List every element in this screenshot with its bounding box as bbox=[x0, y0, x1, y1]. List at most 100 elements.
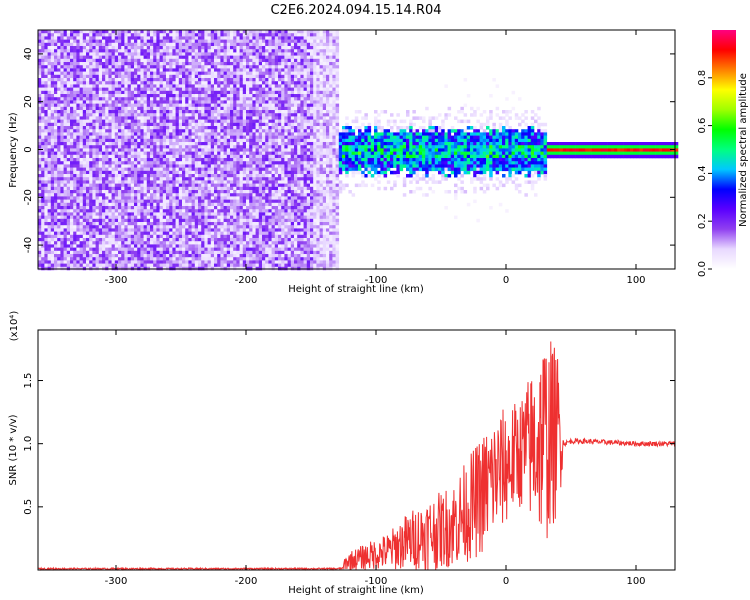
spectrogram-cell bbox=[207, 222, 212, 226]
spectrogram-cell bbox=[156, 36, 160, 40]
spectrogram-cell bbox=[92, 228, 96, 232]
spectrogram-cell bbox=[79, 36, 84, 40]
spectrogram-cell bbox=[105, 170, 109, 175]
spectrogram-cell bbox=[60, 161, 64, 165]
spectrogram-cell bbox=[95, 260, 100, 264]
spectrogram-cell bbox=[70, 122, 74, 127]
spectrogram-cell bbox=[226, 46, 231, 50]
spectrogram-cell bbox=[102, 183, 106, 188]
spectrogram-cell bbox=[137, 58, 141, 63]
spectrogram-cell bbox=[242, 151, 247, 156]
spectrogram-cell bbox=[38, 250, 42, 255]
spectrogram-cell bbox=[50, 58, 55, 63]
spectrogram-cell bbox=[118, 135, 122, 140]
spectrogram-cell bbox=[108, 52, 112, 56]
spectrogram-cell bbox=[169, 154, 173, 159]
spectrogram-cell bbox=[217, 222, 221, 226]
spectrogram-cell bbox=[57, 122, 61, 127]
spectrogram-cell bbox=[239, 228, 244, 232]
spectrogram-cell bbox=[182, 142, 186, 146]
spectrogram-cell bbox=[194, 106, 199, 111]
spectrogram-cell bbox=[198, 241, 202, 245]
spectrogram-cell bbox=[92, 97, 96, 101]
spectrogram-cell bbox=[169, 39, 173, 44]
spectrogram-cell bbox=[242, 250, 247, 255]
spectrogram-cell bbox=[140, 225, 144, 229]
spectrogram-cell bbox=[70, 154, 74, 159]
spectrogram-cell bbox=[146, 196, 151, 200]
spectrogram-cell bbox=[82, 58, 87, 63]
spectrogram-cell bbox=[198, 62, 202, 66]
spectrogram-cell bbox=[140, 135, 144, 140]
spectrogram-cell bbox=[178, 199, 183, 204]
spectrogram-cell bbox=[66, 186, 71, 191]
spectrogram-cell bbox=[73, 39, 77, 44]
spectrogram-cell bbox=[70, 113, 74, 117]
spectrogram-cell bbox=[249, 58, 253, 63]
spectrogram-cell bbox=[73, 33, 77, 37]
spectrogram-cell bbox=[130, 132, 135, 136]
spectrogram-cell bbox=[73, 84, 77, 88]
spectrogram-cell bbox=[124, 183, 128, 188]
spectrogram-cell bbox=[50, 103, 55, 108]
spectrogram-cell bbox=[153, 126, 157, 130]
spectrogram-cell bbox=[172, 132, 176, 136]
spectrogram-cell bbox=[207, 46, 212, 50]
spectrogram-cell bbox=[130, 100, 135, 104]
spectrogram-cell bbox=[182, 68, 186, 72]
spectrogram-cell bbox=[50, 132, 55, 136]
spectrogram-cell bbox=[95, 202, 100, 207]
spectrogram-cell bbox=[159, 244, 164, 248]
spectrogram-cell bbox=[194, 199, 199, 204]
spectrogram-cell bbox=[220, 222, 224, 226]
spectrogram-cell bbox=[92, 164, 96, 168]
spectrogram-cell bbox=[191, 46, 196, 50]
spectrogram-cell bbox=[162, 247, 167, 252]
spectrogram-cell bbox=[121, 138, 125, 143]
spectrogram-cell bbox=[54, 78, 58, 82]
spectrogram-cell bbox=[73, 244, 77, 248]
spectrogram-cell bbox=[207, 52, 212, 56]
spectrogram-cell bbox=[89, 177, 93, 181]
spectrogram-cell bbox=[50, 39, 55, 44]
spectrogram-cell bbox=[246, 177, 250, 181]
spectrogram-cell bbox=[134, 263, 138, 268]
spectrogram-cell bbox=[127, 183, 132, 188]
spectrogram-cell bbox=[41, 39, 45, 44]
spectrogram-cell bbox=[47, 151, 52, 156]
spectrogram-cell bbox=[156, 254, 160, 258]
spectrogram-cell bbox=[246, 129, 250, 133]
spectrogram-cell bbox=[63, 247, 68, 252]
spectrogram-cell bbox=[92, 180, 96, 184]
spectrogram-cell bbox=[54, 174, 58, 178]
spectrogram-cell bbox=[140, 97, 144, 101]
spectrogram-cell bbox=[191, 209, 196, 213]
spectrogram-cell bbox=[175, 55, 180, 60]
spectrogram-cell bbox=[223, 42, 228, 47]
spectrogram-cell bbox=[249, 103, 253, 108]
spectrogram-cell bbox=[178, 158, 183, 162]
spectrogram-cell bbox=[127, 68, 132, 72]
spectrogram-cell bbox=[242, 126, 247, 130]
spectrogram-cell bbox=[92, 119, 96, 124]
spectrogram-cell bbox=[210, 170, 215, 175]
spectrogram-cell bbox=[98, 135, 103, 140]
spectrogram-cell bbox=[98, 58, 103, 63]
spectrogram-cell bbox=[214, 110, 218, 114]
spectrogram-cell bbox=[204, 234, 208, 239]
spectrogram-cell bbox=[137, 161, 141, 165]
spectrogram-cell bbox=[95, 132, 100, 136]
spectrogram-cell bbox=[194, 260, 199, 264]
spectrogram-cell bbox=[124, 206, 128, 210]
spectrogram-cell bbox=[89, 74, 93, 79]
spectrogram-cell bbox=[249, 97, 253, 101]
spectrogram-cell bbox=[185, 46, 189, 50]
spectrogram-cell bbox=[223, 250, 228, 255]
spectrogram-cell bbox=[130, 148, 135, 152]
spectrogram-cell bbox=[242, 106, 247, 111]
spectrogram-cell bbox=[76, 199, 80, 204]
spectrogram-cell bbox=[41, 138, 45, 143]
spectrogram-cell bbox=[201, 94, 205, 98]
spectrogram-cell bbox=[191, 71, 196, 76]
spectrogram-cell bbox=[102, 260, 106, 264]
